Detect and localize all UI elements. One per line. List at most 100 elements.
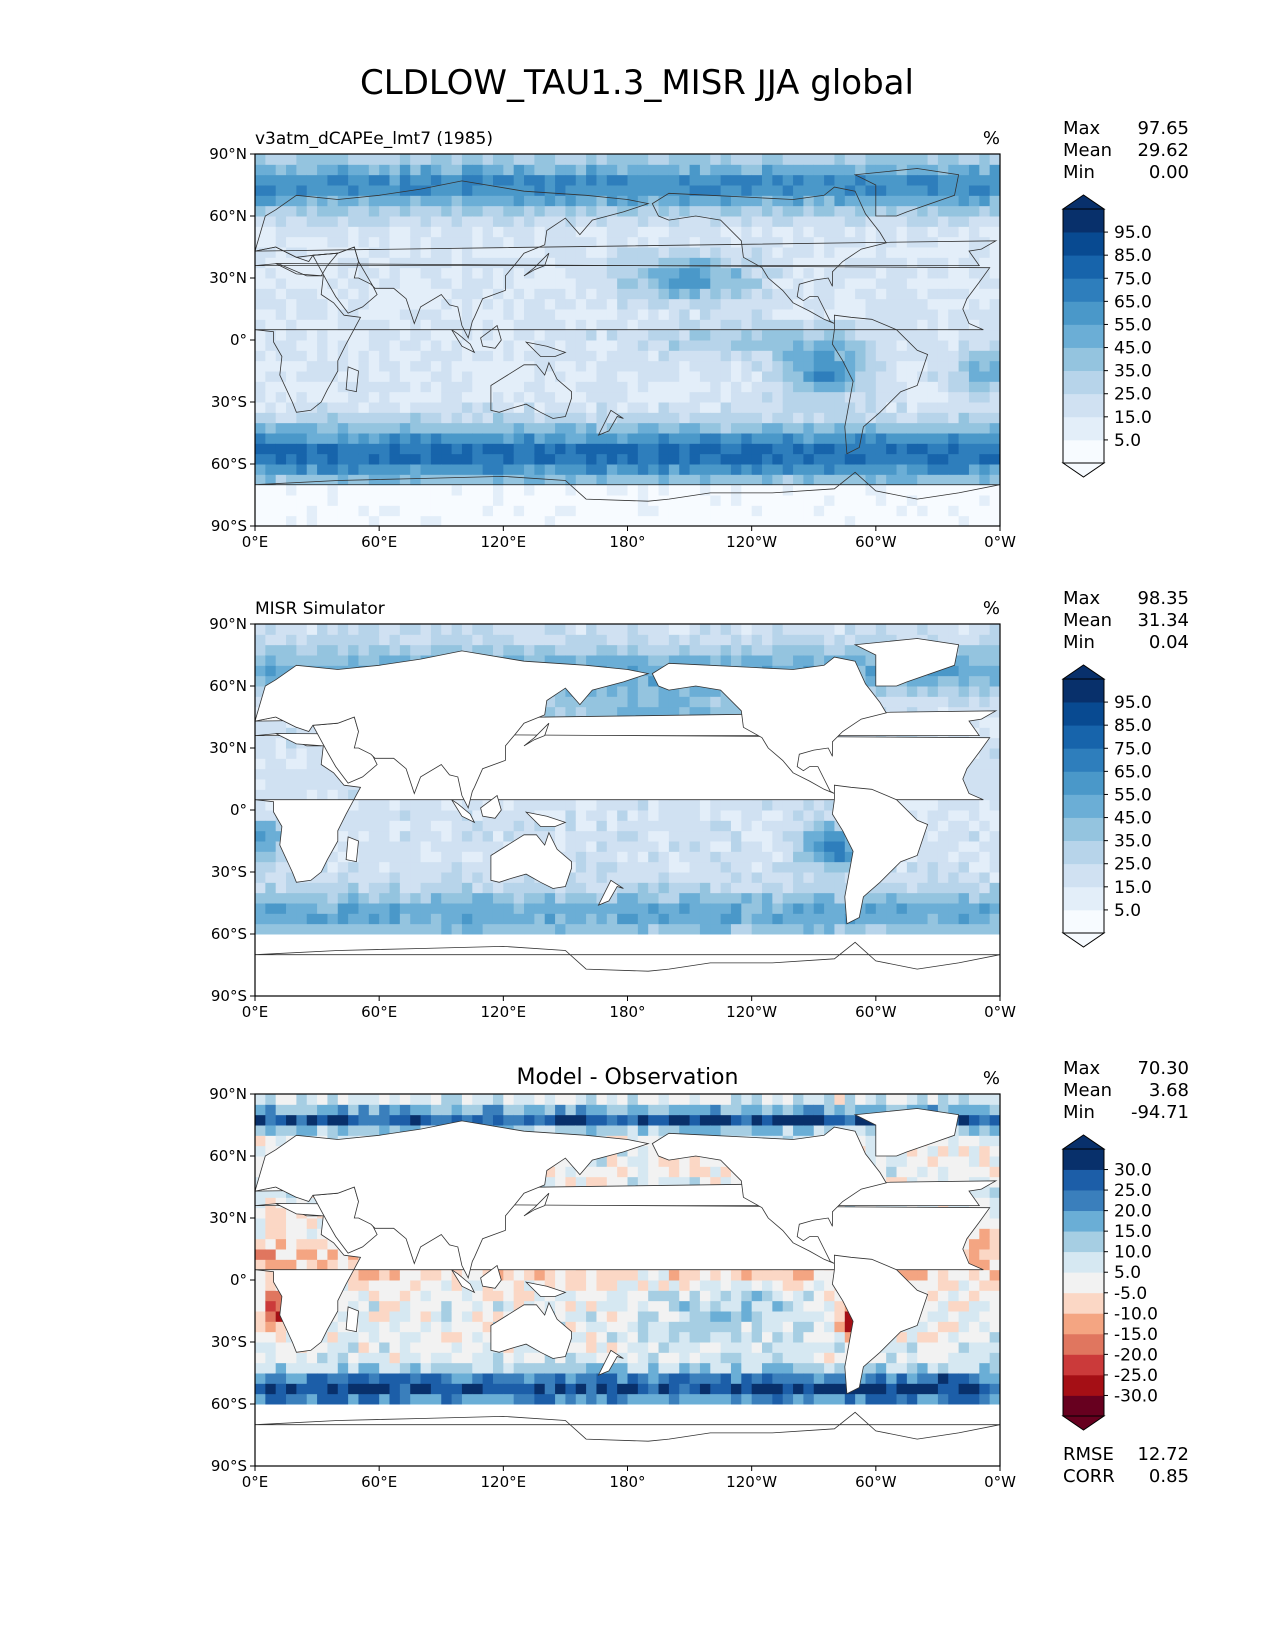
field-cell [296, 412, 308, 424]
field-cell [389, 371, 401, 382]
field-cell [617, 706, 628, 718]
field-cell [865, 422, 877, 434]
field-cell [296, 195, 308, 207]
field-cell [803, 412, 815, 424]
field-cell [772, 164, 784, 176]
field-cell [555, 350, 566, 362]
field-cell [782, 851, 794, 863]
field-cell [430, 892, 442, 904]
field-cell [658, 154, 670, 165]
field-cell [430, 236, 442, 248]
field-cell [420, 236, 432, 248]
field-cell [451, 195, 463, 207]
field-cell [896, 278, 908, 289]
field-cell [803, 226, 815, 238]
field-cell [927, 247, 939, 258]
field-cell [824, 288, 835, 300]
field-cell [710, 350, 722, 362]
field-cell [420, 841, 432, 852]
field-cell [896, 247, 908, 258]
field-cell [286, 903, 297, 914]
field-cell [772, 799, 784, 811]
field-cell [906, 360, 918, 372]
field-cell [803, 882, 815, 894]
field-cell [968, 913, 980, 925]
field-cell [958, 810, 970, 821]
field-cell [368, 226, 380, 238]
field-cell [565, 913, 577, 925]
field-cell [803, 861, 815, 873]
field-cell [317, 484, 328, 496]
field-cell [555, 164, 566, 176]
field-cell [337, 484, 349, 496]
field-cell [410, 226, 422, 238]
field-cell [710, 278, 722, 289]
field-cell [265, 309, 277, 320]
field-cell [565, 433, 577, 444]
coastline [345, 366, 359, 393]
field-cell [461, 205, 473, 217]
field-cell [513, 453, 525, 465]
field-cell [772, 810, 784, 821]
field-cell [648, 391, 660, 403]
field-cell [544, 164, 556, 176]
field-cell [482, 882, 494, 894]
field-cell [958, 195, 970, 207]
field-cell [617, 913, 628, 925]
field-cell [565, 185, 577, 196]
field-cell [275, 257, 287, 269]
field-cell [596, 505, 608, 517]
field-cell [824, 360, 835, 372]
stat-value: 98.35 [1137, 588, 1189, 609]
field-cell [296, 644, 308, 656]
field-cell [679, 505, 691, 517]
field-cell [348, 433, 359, 444]
field-cell [441, 505, 453, 517]
field-cell [637, 185, 649, 196]
field-cell [368, 381, 380, 393]
field-cell [317, 216, 328, 227]
field-cell [420, 505, 432, 517]
field-cell [699, 644, 711, 656]
field-cell [865, 624, 877, 635]
field-cell [741, 298, 753, 310]
field-cell [461, 923, 473, 935]
field-cell [513, 872, 525, 883]
field-cell [555, 371, 566, 382]
field-cell [503, 820, 515, 832]
field-cell [793, 278, 804, 289]
field-cell [720, 851, 732, 863]
field-cell [513, 205, 525, 217]
field-cell [958, 236, 970, 248]
field-cell [824, 903, 835, 914]
field-cell [927, 402, 939, 413]
field-cell [544, 195, 556, 207]
field-cell [430, 799, 442, 811]
field-cell [979, 768, 991, 780]
field-cell [762, 195, 773, 207]
field-cell [544, 174, 556, 186]
field-cell [555, 329, 566, 341]
field-cell [461, 433, 473, 444]
field-cell [989, 810, 1000, 821]
field-cell [472, 267, 484, 279]
field-cell [389, 329, 401, 341]
field-cell [461, 267, 473, 279]
field-cell [948, 174, 960, 186]
field-cell [399, 412, 411, 424]
field-cell [327, 634, 339, 646]
field-cell [389, 443, 401, 455]
field-cell [710, 810, 722, 821]
field-cell [586, 644, 597, 656]
field-cell [793, 319, 804, 331]
field-cell [492, 226, 504, 238]
field-cell [751, 226, 763, 238]
field-cell [762, 257, 773, 269]
colorbar-tick-label: 25.0 [1114, 855, 1152, 875]
field-cell [524, 371, 535, 382]
field-cell [255, 1259, 266, 1271]
field-cell [730, 205, 742, 217]
field-cell [575, 319, 587, 331]
field-cell [255, 453, 266, 465]
field-cell [710, 644, 722, 656]
